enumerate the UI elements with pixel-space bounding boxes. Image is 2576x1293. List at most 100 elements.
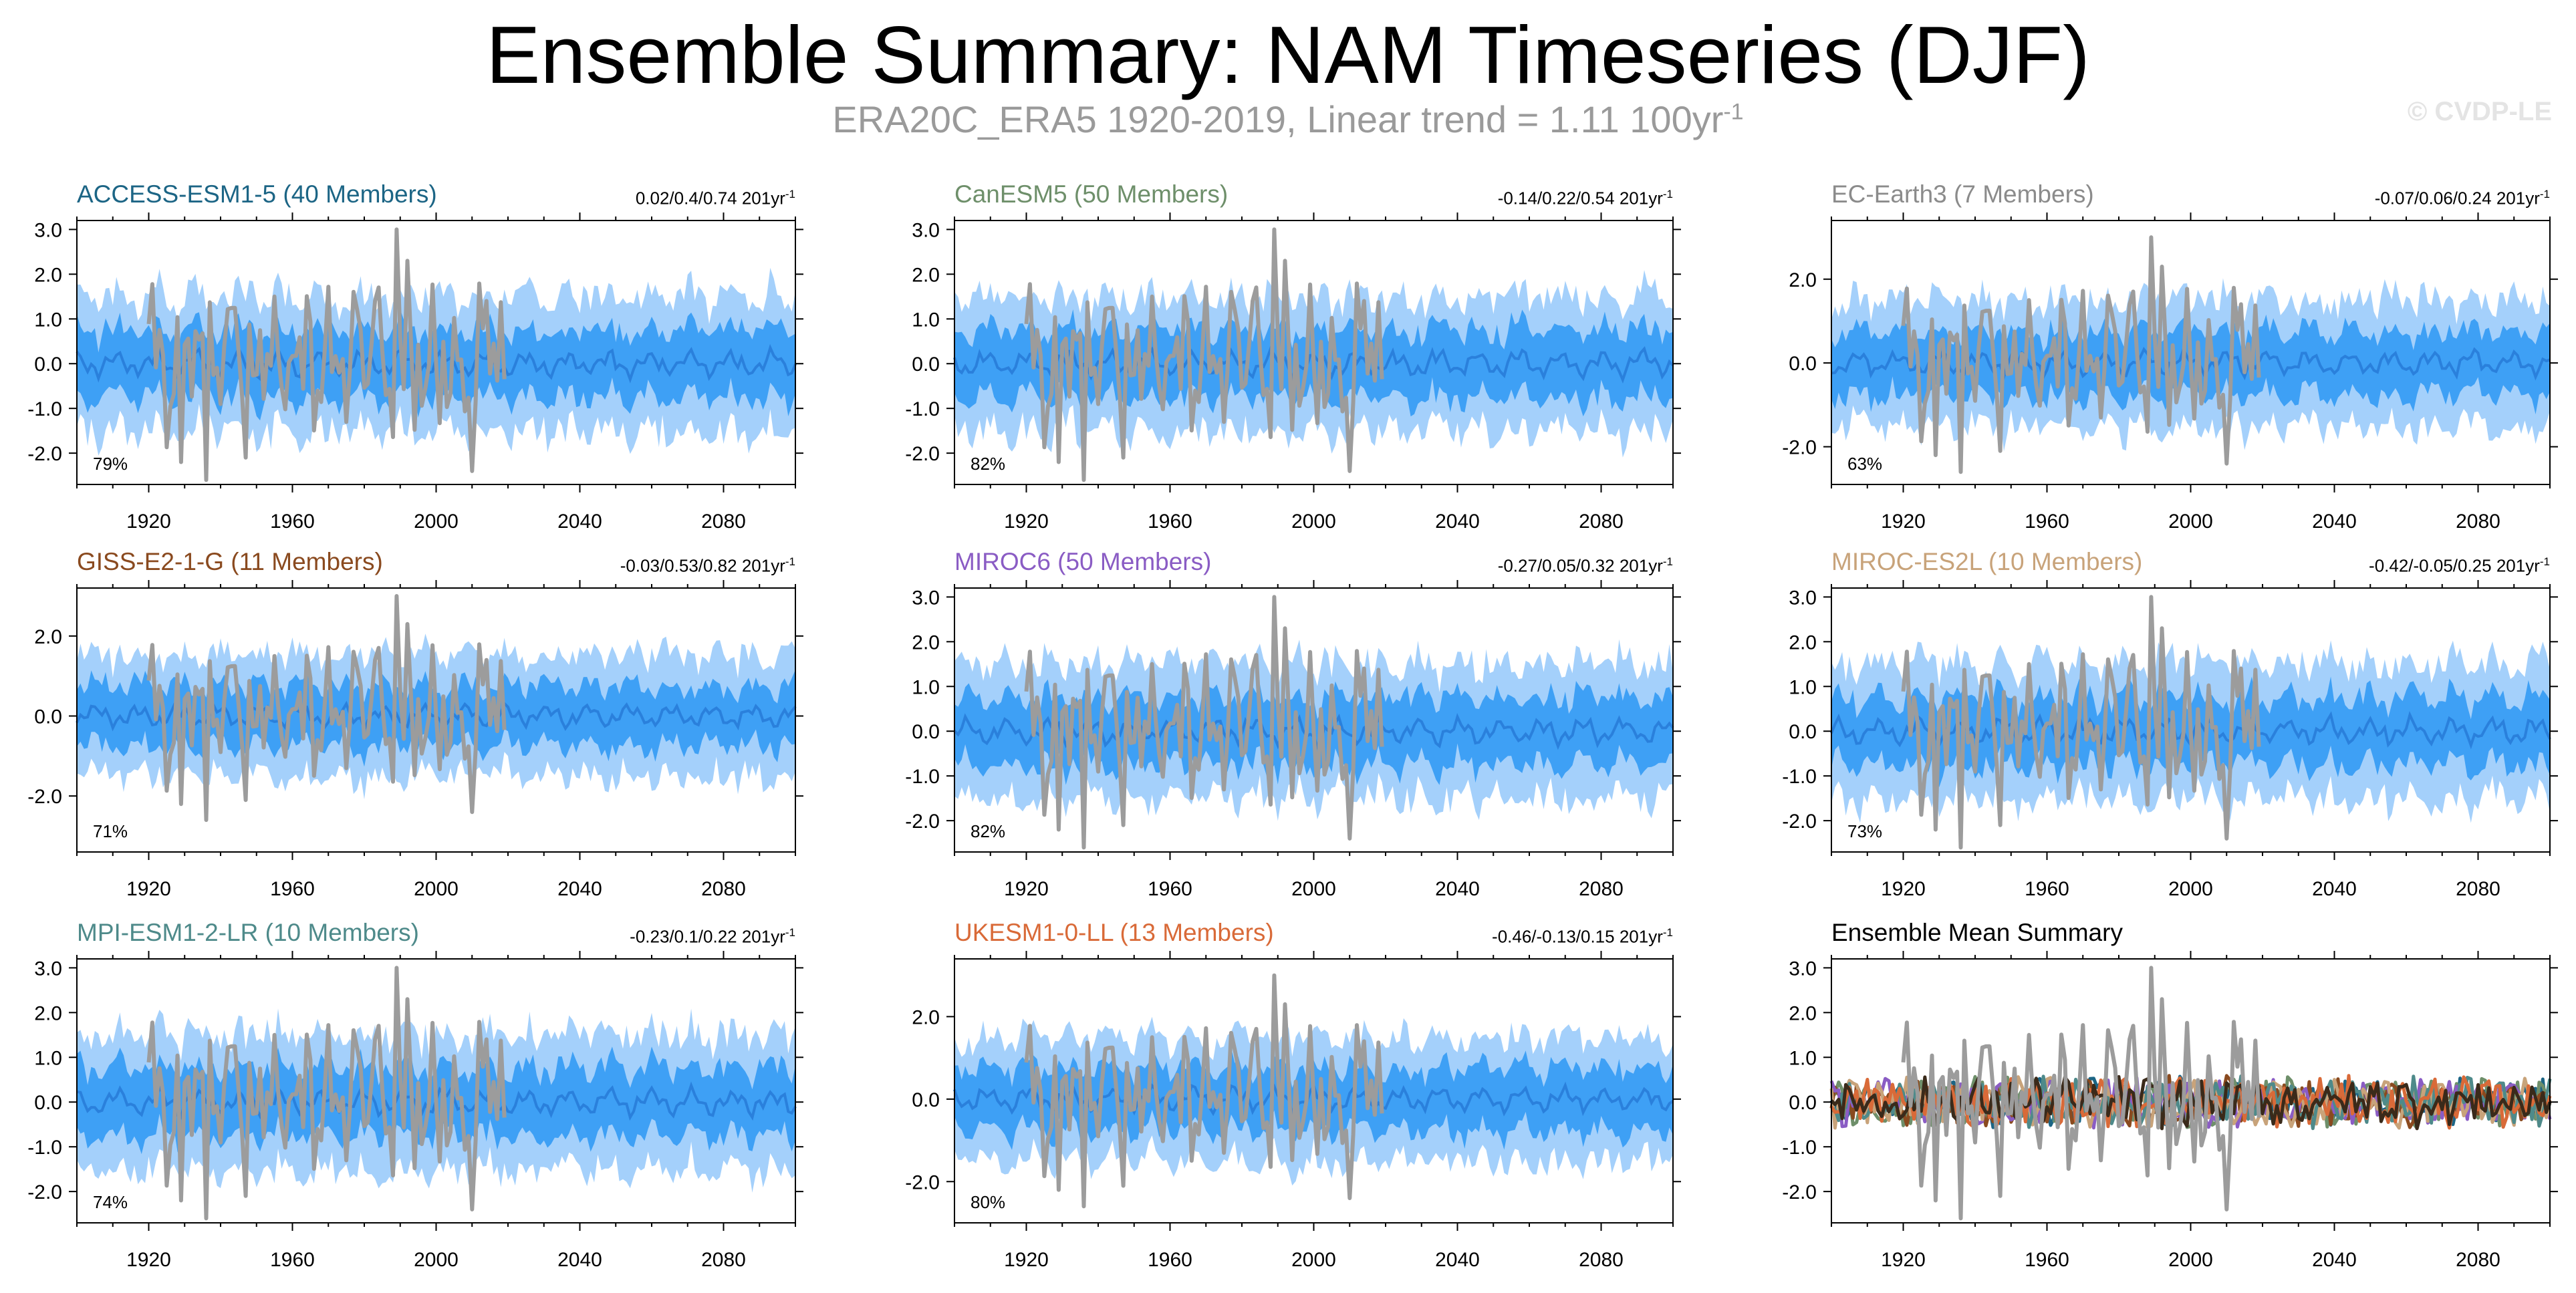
trend-text: -0.03/0.53/0.82 201yr <box>620 555 785 576</box>
y-tick-label: 0.0 <box>912 1089 940 1111</box>
subtitle-exponent: -1 <box>1723 99 1744 125</box>
x-tick-label: 2080 <box>2456 511 2500 533</box>
observations-line <box>1024 227 1384 482</box>
x-tick-label: 2000 <box>2168 1249 2213 1271</box>
x-tick-label: 2000 <box>414 878 459 900</box>
x-tick-label: 1920 <box>1004 878 1049 900</box>
y-tick-label: -2.0 <box>27 1181 62 1203</box>
x-tick-label: 1960 <box>1148 511 1192 533</box>
y-tick-label: 0.0 <box>34 353 62 376</box>
x-tick-label: 2040 <box>557 511 602 533</box>
y-tick-label: 3.0 <box>912 219 940 241</box>
x-tick-label: 1960 <box>2025 511 2069 533</box>
x-tick-label: 1920 <box>1881 878 1926 900</box>
trend-exponent: -1 <box>1662 555 1673 568</box>
y-tick-label: 3.0 <box>1789 958 1817 980</box>
y-tick-label: 2.0 <box>1789 269 1817 291</box>
panel-trend-label: -0.27/0.05/0.32 201yr-1 <box>1325 556 1673 575</box>
percent-label: 71% <box>93 821 128 841</box>
x-tick-label: 2080 <box>701 511 746 533</box>
x-tick-label: 1960 <box>1148 1249 1192 1271</box>
x-tick-label: 2040 <box>2312 511 2357 533</box>
percent-label: 80% <box>971 1192 1005 1212</box>
x-tick-label: 2000 <box>1291 1249 1336 1271</box>
x-tick-label: 2000 <box>2168 878 2213 900</box>
trend-exponent: -1 <box>785 926 795 939</box>
x-tick-label: 1960 <box>1148 878 1192 900</box>
y-tick-label: -2.0 <box>27 786 62 808</box>
y-tick-label: 2.0 <box>912 264 940 286</box>
x-tick-label: 1920 <box>126 1249 171 1271</box>
y-tick-label: 3.0 <box>912 587 940 609</box>
x-tick-label: 1920 <box>126 511 171 533</box>
panel-trend-label: -0.07/0.06/0.24 201yr-1 <box>2202 188 2550 207</box>
trend-exponent: -1 <box>1662 926 1673 939</box>
y-tick-label: -1.0 <box>905 398 940 420</box>
panel-title: MIROC6 (50 Members) <box>954 548 1212 575</box>
x-tick-label: 2040 <box>2312 1249 2357 1271</box>
panel-trend-label: 0.02/0.4/0.74 201yr-1 <box>448 188 795 207</box>
x-tick-label: 2080 <box>701 878 746 900</box>
x-tick-label: 1960 <box>270 878 315 900</box>
trend-text: -0.14/0.22/0.54 201yr <box>1497 188 1663 208</box>
y-tick-label: 3.0 <box>34 219 62 241</box>
observations-line <box>1901 966 2261 1221</box>
percent-label: 63% <box>1847 454 1882 474</box>
y-tick-label: 1.0 <box>912 676 940 698</box>
y-tick-label: 2.0 <box>34 1002 62 1024</box>
panel-title: ACCESS-ESM1-5 (40 Members) <box>77 180 437 208</box>
x-tick-label: 1960 <box>270 511 315 533</box>
y-tick-label: 2.0 <box>912 631 940 654</box>
y-tick-label: -1.0 <box>905 766 940 788</box>
trend-text: -0.42/-0.05/0.25 201yr <box>2369 555 2540 576</box>
panel-title: MPI-ESM1-2-LR (10 Members) <box>77 919 419 946</box>
x-tick-label: 2040 <box>2312 878 2357 900</box>
y-tick-label: -2.0 <box>27 443 62 465</box>
y-tick-label: 0.0 <box>912 353 940 376</box>
panel-title: MIROC-ES2L (10 Members) <box>1831 548 2143 575</box>
y-tick-label: 1.0 <box>34 309 62 331</box>
percent-label: 82% <box>971 821 1005 841</box>
observations-line <box>146 594 507 823</box>
trend-text: -0.46/-0.13/0.15 201yr <box>1492 926 1663 947</box>
x-tick-label: 1920 <box>1004 1249 1049 1271</box>
y-tick-label: -1.0 <box>1782 1137 1817 1159</box>
percent-label: 73% <box>1847 821 1882 841</box>
observations-line <box>1901 595 2261 850</box>
panel-title: EC-Earth3 (7 Members) <box>1831 180 2094 208</box>
y-tick-label: 3.0 <box>34 958 62 980</box>
y-tick-label: 1.0 <box>34 1047 62 1069</box>
percent-label: 82% <box>971 454 1005 474</box>
x-tick-label: 2080 <box>1579 878 1624 900</box>
x-tick-label: 2000 <box>414 1249 459 1271</box>
panel-trend-label: -0.46/-0.13/0.15 201yr-1 <box>1325 927 1673 946</box>
percent-label: 74% <box>93 1192 128 1212</box>
panel-trend-label: -0.14/0.22/0.54 201yr-1 <box>1325 188 1673 207</box>
trend-text: 0.02/0.4/0.74 201yr <box>635 188 785 208</box>
y-tick-label: 0.0 <box>34 706 62 728</box>
y-tick-label: -2.0 <box>905 443 940 465</box>
x-tick-label: 2000 <box>2168 511 2213 533</box>
x-tick-label: 2040 <box>1435 878 1480 900</box>
x-tick-label: 1960 <box>270 1249 315 1271</box>
x-tick-label: 1920 <box>1881 511 1926 533</box>
y-tick-label: 1.0 <box>912 309 940 331</box>
watermark: © CVDP-LE <box>2407 97 2552 126</box>
y-tick-label: -2.0 <box>1782 1181 1817 1203</box>
y-tick-label: -2.0 <box>1782 437 1817 459</box>
x-tick-label: 2080 <box>2456 878 2500 900</box>
trend-exponent: -1 <box>785 555 795 568</box>
y-tick-label: 1.0 <box>1789 676 1817 698</box>
y-tick-label: -1.0 <box>27 1137 62 1159</box>
x-tick-label: 2080 <box>701 1249 746 1271</box>
trend-text: -0.23/0.1/0.22 201yr <box>630 926 785 947</box>
y-tick-label: -2.0 <box>905 1171 940 1193</box>
panel-title: UKESM1-0-LL (13 Members) <box>954 919 1274 946</box>
y-tick-label: -2.0 <box>1782 811 1817 833</box>
x-tick-label: 2040 <box>1435 1249 1480 1271</box>
y-tick-label: -2.0 <box>905 811 940 833</box>
